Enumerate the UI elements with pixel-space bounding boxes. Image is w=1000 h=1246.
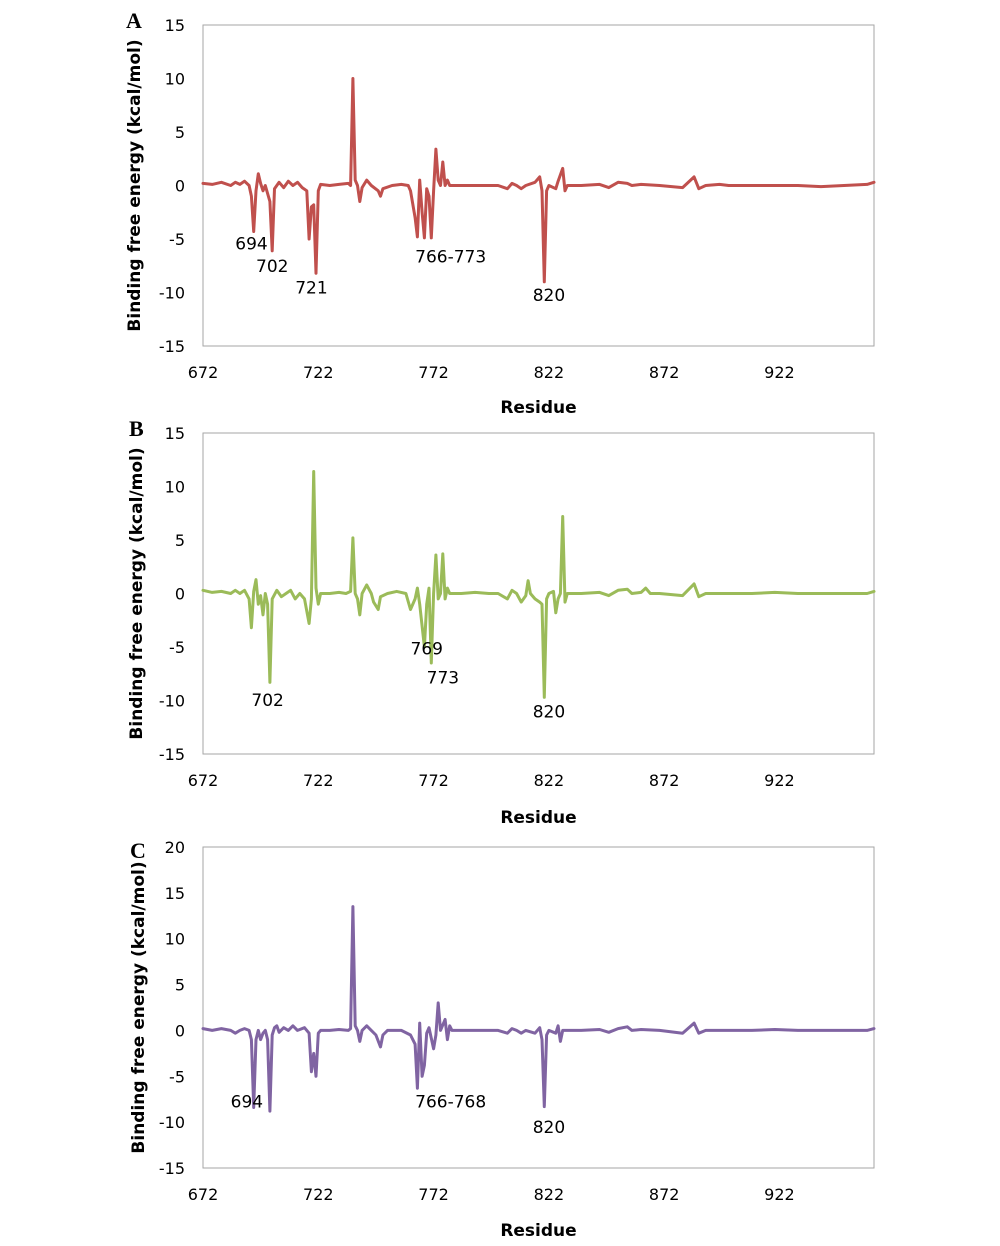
- y-tick-label: 5: [175, 976, 185, 995]
- y-tick-label: -5: [169, 1067, 185, 1086]
- plot-area-frame: [202, 24, 875, 347]
- residue-annotation: 773: [427, 668, 459, 688]
- panel-letter: C: [130, 838, 146, 863]
- x-tick-label: 722: [303, 1185, 334, 1204]
- y-tick-label: 15: [165, 424, 185, 443]
- y-tick-label: -10: [159, 284, 185, 303]
- x-tick-label: 872: [649, 771, 680, 790]
- y-tick-label: 0: [175, 1021, 185, 1040]
- residue-annotation: 820: [533, 1118, 565, 1138]
- residue-annotation: 702: [256, 257, 288, 277]
- residue-annotation: 702: [251, 691, 283, 711]
- y-tick-label: 10: [165, 478, 185, 497]
- residue-annotation: 766-773: [415, 248, 486, 268]
- x-tick-label: 872: [649, 363, 680, 382]
- x-tick-label: 822: [534, 771, 565, 790]
- y-tick-label: 15: [165, 884, 185, 903]
- series-line: [201, 77, 876, 284]
- x-tick-label: 922: [764, 771, 795, 790]
- x-tick-label: 672: [188, 771, 219, 790]
- y-tick-label: -15: [159, 745, 185, 764]
- x-axis-title: Residue: [500, 808, 576, 828]
- panel-letter: A: [126, 8, 142, 33]
- y-axis-title: Binding free energy (kcal/mol): [129, 861, 149, 1153]
- x-tick-label: 922: [764, 363, 795, 382]
- x-tick-label: 822: [534, 363, 565, 382]
- residue-annotation: 694: [235, 235, 267, 255]
- x-tick-label: 772: [418, 771, 449, 790]
- plot-area-frame: [202, 432, 875, 755]
- y-tick-label: -5: [169, 230, 185, 249]
- y-tick-label: 0: [175, 585, 185, 604]
- x-tick-label: 722: [303, 363, 334, 382]
- panel-letter: B: [129, 416, 144, 441]
- plot-area-frame: [202, 846, 875, 1169]
- y-tick-label: 15: [165, 16, 185, 35]
- x-tick-label: 922: [764, 1185, 795, 1204]
- y-tick-label: 10: [165, 930, 185, 949]
- y-tick-label: -15: [159, 1159, 185, 1178]
- y-tick-label: 20: [165, 838, 185, 857]
- residue-annotation: 694: [231, 1092, 263, 1112]
- series-line: [201, 470, 876, 699]
- y-tick-label: -10: [159, 1113, 185, 1132]
- series-line: [201, 905, 876, 1113]
- y-axis-title: Binding free energy (kcal/mol): [127, 447, 147, 739]
- x-axis-title: Residue: [500, 398, 576, 418]
- x-tick-label: 722: [303, 771, 334, 790]
- x-axis-title: Residue: [500, 1221, 576, 1241]
- x-tick-label: 672: [188, 1185, 219, 1204]
- y-tick-label: 10: [165, 70, 185, 89]
- x-tick-label: 822: [534, 1185, 565, 1204]
- x-tick-label: 872: [649, 1185, 680, 1204]
- y-tick-label: 5: [175, 123, 185, 142]
- residue-annotation: 820: [533, 703, 565, 723]
- x-tick-label: 772: [418, 1185, 449, 1204]
- residue-annotation: 766-768: [415, 1092, 486, 1112]
- y-tick-label: 0: [175, 177, 185, 196]
- x-tick-label: 772: [418, 363, 449, 382]
- y-tick-label: -5: [169, 638, 185, 657]
- y-axis-title: Binding free energy (kcal/mol): [125, 39, 145, 331]
- y-tick-label: -15: [159, 337, 185, 356]
- y-tick-label: -10: [159, 692, 185, 711]
- x-tick-label: 672: [188, 363, 219, 382]
- residue-annotation: 721: [295, 279, 327, 299]
- residue-annotation: 769: [411, 639, 443, 659]
- residue-annotation: 820: [533, 286, 565, 306]
- y-tick-label: 5: [175, 531, 185, 550]
